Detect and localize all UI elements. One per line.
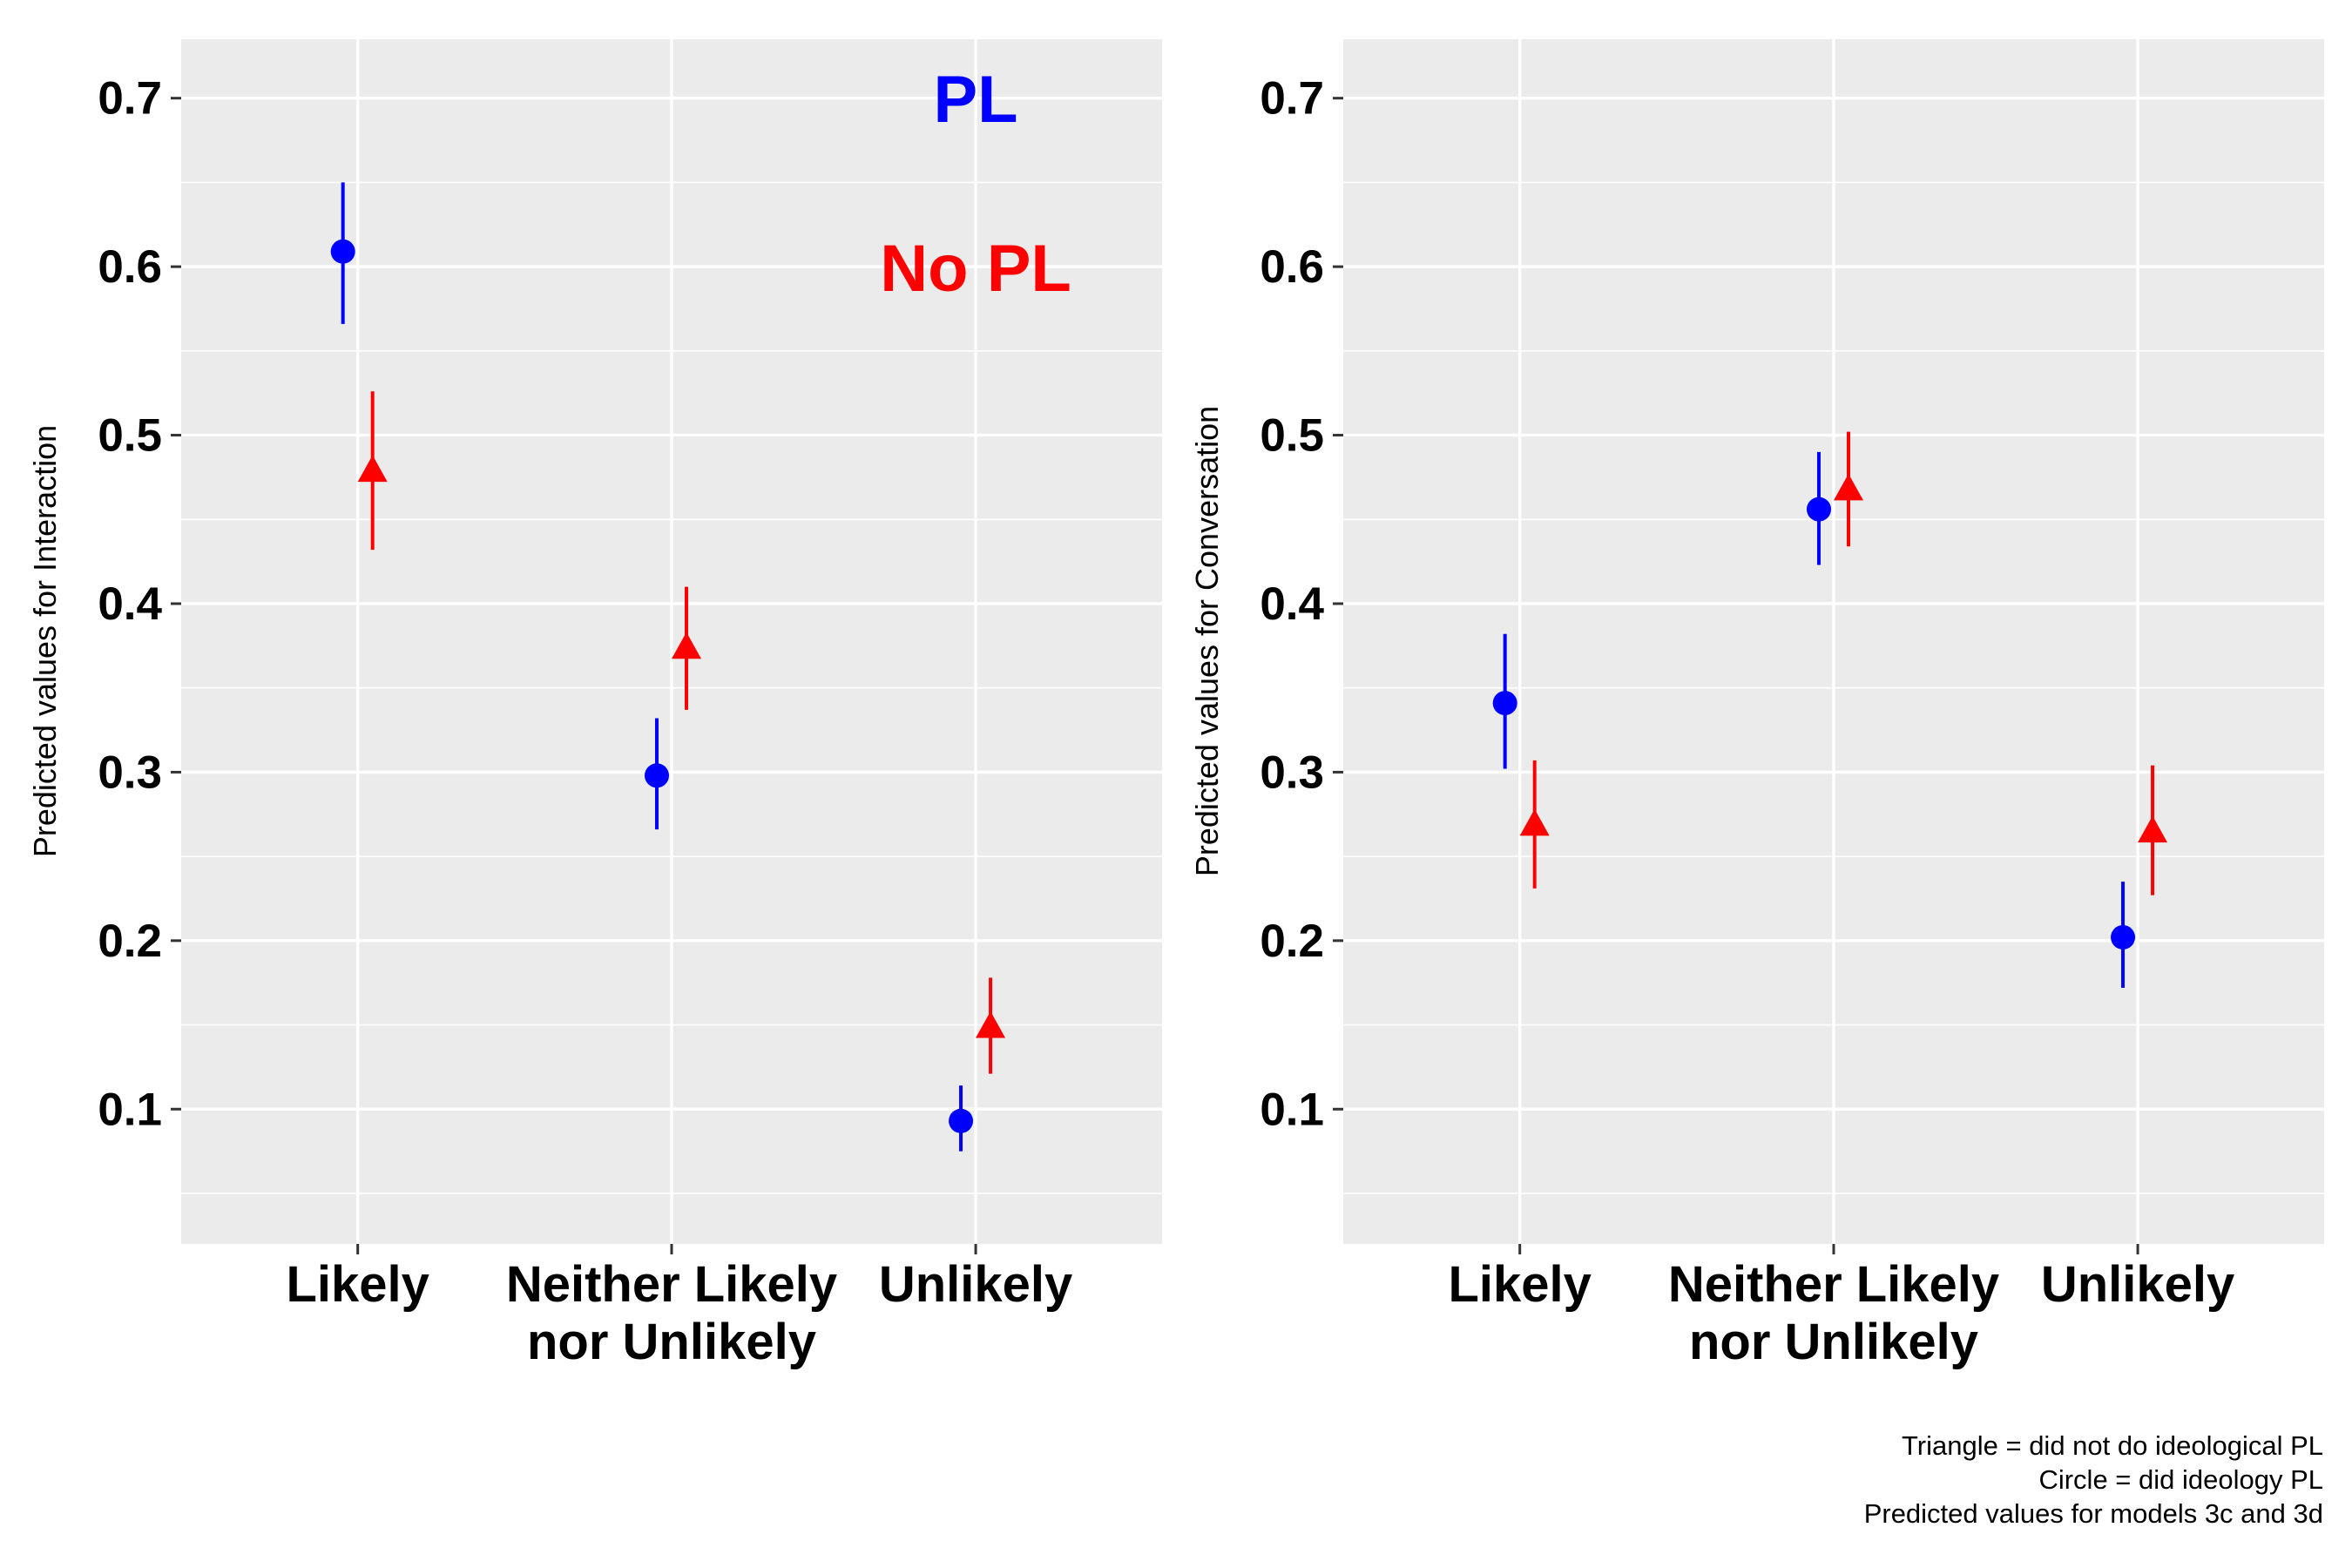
caption: Triangle = did not do ideological PL Cir…: [1864, 1429, 2323, 1531]
y-tick-label: 0.6: [98, 241, 162, 293]
circle-point: [949, 1108, 974, 1133]
triangle-point: [672, 632, 701, 659]
y-tick-label: 0.5: [98, 410, 162, 462]
circle-point: [2111, 924, 2136, 950]
caption-line-triangle: Triangle = did not do ideological PL: [1902, 1430, 2323, 1461]
triangle-point: [2138, 815, 2168, 843]
triangle-point: [976, 1010, 1006, 1038]
x-category-label: Neither Likely: [506, 1256, 837, 1313]
caption-line-models: Predicted values for models 3c and 3d: [1863, 1498, 2323, 1529]
x-category-label: Unlikely: [2041, 1256, 2234, 1313]
circle-point: [1492, 691, 1517, 716]
y-tick-label: 0.2: [1260, 916, 1324, 967]
x-category-label: Likely: [286, 1256, 429, 1313]
y-tick-label: 0.3: [98, 747, 162, 798]
y-axis-label: Predicted values for Interaction: [27, 425, 63, 857]
y-tick-label: 0.7: [1260, 73, 1324, 125]
x-category-label: Unlikely: [879, 1256, 1072, 1313]
panel-left: 0.1 0.2 0.3 0.4 0.5 0.6 0.7 Likely Neither Likel…: [27, 39, 1162, 1370]
legend-annotation: PL: [933, 63, 1017, 137]
y-tick-label: 0.4: [1260, 578, 1324, 630]
triangle-point: [1519, 808, 1550, 836]
caption-line-circle: Circle = did ideology PL: [2038, 1464, 2323, 1495]
triangle-point: [1834, 473, 1863, 501]
y-axis-label: Predicted values for Conversation: [1189, 406, 1225, 876]
x-category-label: nor Unlikely: [1689, 1314, 1978, 1370]
y-tick-label: 0.1: [98, 1084, 162, 1135]
y-tick-label: 0.2: [98, 916, 162, 967]
y-tick-label: 0.5: [1260, 410, 1324, 462]
x-category-label: Neither Likely: [1668, 1256, 1999, 1313]
x-category-label: Likely: [1448, 1256, 1591, 1313]
x-category-label: nor Unlikely: [527, 1314, 816, 1370]
y-tick-label: 0.6: [1260, 241, 1324, 293]
legend-annotation: No PL: [880, 232, 1071, 306]
circle-point: [1807, 497, 1831, 522]
circle-point: [330, 239, 355, 264]
y-tick-label: 0.7: [98, 73, 162, 125]
y-tick-label: 0.4: [98, 578, 162, 630]
y-tick-label: 0.1: [1260, 1084, 1324, 1135]
circle-point: [645, 763, 669, 788]
triangle-point: [357, 455, 388, 483]
panel-right: 0.1 0.2 0.3 0.4 0.5 0.6 0.7 Likely Neither Likel…: [1189, 39, 2324, 1370]
y-tick-label: 0.3: [1260, 747, 1324, 798]
